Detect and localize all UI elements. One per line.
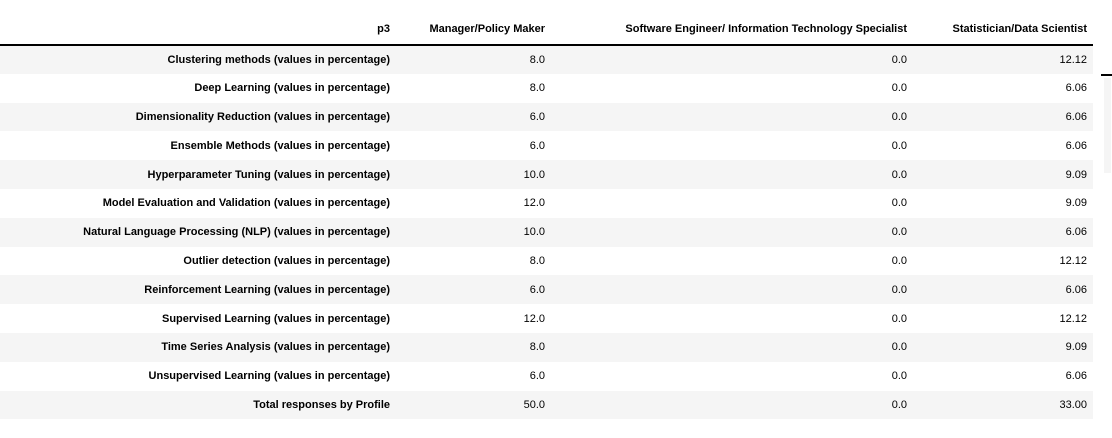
row-label: Deep Learning (values in percentage) bbox=[194, 82, 390, 95]
header-row: p3 Manager/Policy Maker Software Enginee… bbox=[0, 13, 1093, 46]
table-row: Unsupervised Learning (values in percent… bbox=[0, 362, 1093, 391]
cell-engineer: 0.0 bbox=[891, 82, 907, 95]
row-label: Ensemble Methods (values in percentage) bbox=[170, 139, 390, 152]
row-label: Unsupervised Learning (values in percent… bbox=[148, 370, 390, 383]
cell-manager: 12.0 bbox=[523, 312, 545, 325]
cell-statistician: 6.06 bbox=[1065, 226, 1087, 239]
cell-engineer: 0.0 bbox=[891, 398, 907, 411]
cell-engineer: 0.0 bbox=[891, 370, 907, 383]
cell-manager: 10.0 bbox=[523, 226, 545, 239]
table-row: Outlier detection (values in percentage)… bbox=[0, 247, 1093, 276]
cell-statistician: 9.09 bbox=[1065, 197, 1087, 210]
col-header-p3: p3 bbox=[0, 13, 396, 46]
cell-engineer: 0.0 bbox=[891, 110, 907, 123]
row-label: Reinforcement Learning (values in percen… bbox=[144, 283, 390, 296]
cell-engineer: 0.0 bbox=[891, 53, 907, 66]
row-label: Dimensionality Reduction (values in perc… bbox=[135, 110, 390, 123]
cell-manager: 6.0 bbox=[529, 110, 545, 123]
row-label: Clustering methods (values in percentage… bbox=[167, 53, 391, 66]
cell-statistician: 9.09 bbox=[1065, 341, 1087, 354]
col-header-manager: Manager/Policy Maker bbox=[396, 13, 551, 46]
row-label: Total responses by Profile bbox=[253, 398, 390, 411]
clipped-adjacent-element-stripe bbox=[1104, 78, 1111, 173]
cell-engineer: 0.0 bbox=[891, 312, 907, 325]
crosstab-table: p3 Manager/Policy Maker Software Enginee… bbox=[0, 13, 1093, 420]
cell-manager: 8.0 bbox=[529, 254, 545, 267]
cell-statistician: 6.06 bbox=[1065, 139, 1087, 152]
row-label: Supervised Learning (values in percentag… bbox=[161, 312, 390, 325]
table-row: Hyperparameter Tuning (values in percent… bbox=[0, 160, 1093, 189]
cell-manager: 6.0 bbox=[529, 370, 545, 383]
row-label: Outlier detection (values in percentage) bbox=[183, 254, 390, 267]
cell-manager: 12.0 bbox=[523, 197, 545, 210]
table-row: Natural Language Processing (NLP) (value… bbox=[0, 217, 1093, 247]
cell-statistician: 6.06 bbox=[1065, 283, 1087, 296]
cell-statistician: 12.12 bbox=[1059, 312, 1087, 325]
cell-engineer: 0.0 bbox=[891, 341, 907, 354]
table-row: Total responses by Profile 50.0 0.0 33.0… bbox=[0, 390, 1093, 420]
table-row: Model Evaluation and Validation (values … bbox=[0, 189, 1093, 218]
row-label: Hyperparameter Tuning (values in percent… bbox=[147, 168, 390, 181]
cell-engineer: 0.0 bbox=[891, 168, 907, 181]
clipped-adjacent-element-top-border bbox=[1101, 74, 1112, 76]
cell-engineer: 0.0 bbox=[891, 226, 907, 239]
cell-manager: 8.0 bbox=[529, 341, 545, 354]
row-label: Model Evaluation and Validation (values … bbox=[102, 197, 390, 210]
cell-statistician: 6.06 bbox=[1065, 82, 1087, 95]
col-header-statistician: Statistician/Data Scientist bbox=[913, 13, 1093, 46]
row-label: Natural Language Processing (NLP) (value… bbox=[83, 226, 390, 239]
table-body: Clustering methods (values in percentage… bbox=[0, 45, 1093, 420]
cell-manager: 8.0 bbox=[529, 82, 545, 95]
cell-statistician: 6.06 bbox=[1065, 110, 1087, 123]
cell-manager: 6.0 bbox=[529, 139, 545, 152]
cell-statistician: 33.00 bbox=[1059, 398, 1087, 411]
cell-statistician: 9.09 bbox=[1065, 168, 1087, 181]
table-row: Clustering methods (values in percentage… bbox=[0, 45, 1093, 74]
cell-manager: 50.0 bbox=[523, 398, 545, 411]
cell-engineer: 0.0 bbox=[891, 254, 907, 267]
table-row: Reinforcement Learning (values in percen… bbox=[0, 275, 1093, 305]
col-header-software-engineer: Software Engineer/ Information Technolog… bbox=[551, 13, 913, 46]
cell-manager: 10.0 bbox=[523, 168, 545, 181]
cell-statistician: 12.12 bbox=[1059, 53, 1087, 66]
cell-engineer: 0.0 bbox=[891, 197, 907, 210]
row-label: Time Series Analysis (values in percenta… bbox=[161, 341, 390, 354]
cell-manager: 6.0 bbox=[529, 283, 545, 296]
cell-engineer: 0.0 bbox=[891, 139, 907, 152]
table-row: Time Series Analysis (values in percenta… bbox=[0, 332, 1093, 362]
table-row: Ensemble Methods (values in percentage) … bbox=[0, 131, 1093, 160]
table-row: Deep Learning (values in percentage) 8.0… bbox=[0, 74, 1093, 103]
cell-engineer: 0.0 bbox=[891, 283, 907, 296]
table-row: Supervised Learning (values in percentag… bbox=[0, 304, 1093, 333]
table-row: Dimensionality Reduction (values in perc… bbox=[0, 102, 1093, 132]
cell-statistician: 6.06 bbox=[1065, 370, 1087, 383]
cell-manager: 8.0 bbox=[529, 53, 545, 66]
cell-statistician: 12.12 bbox=[1059, 254, 1087, 267]
